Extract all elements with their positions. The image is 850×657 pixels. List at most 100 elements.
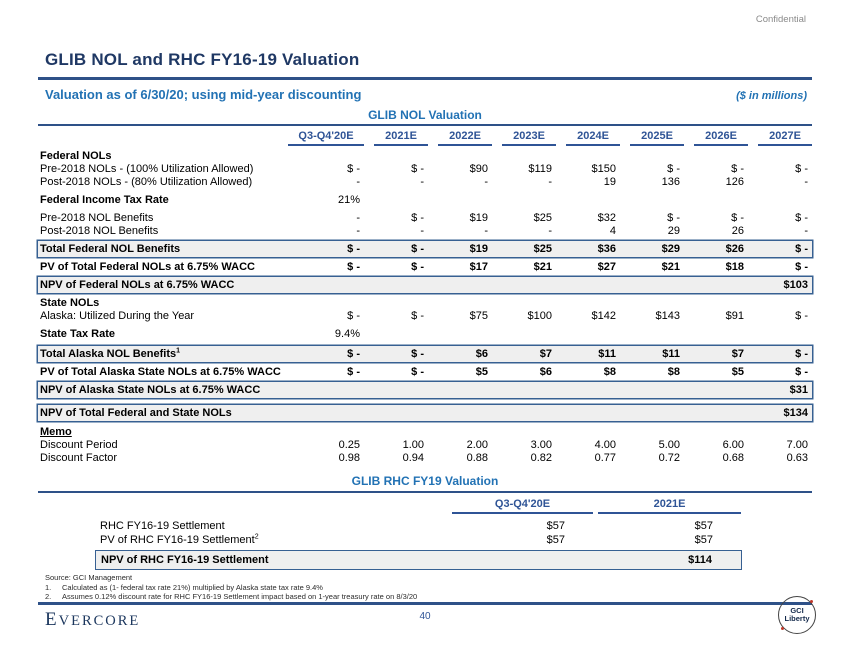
header-label-spacer — [38, 129, 288, 146]
row-label: NPV of Total Federal and State NOLs — [40, 407, 232, 419]
cell-value: 0.63 — [786, 452, 808, 464]
units-note: ($ in millions) — [736, 90, 807, 102]
table-row: PV of RHC FY16-19 Settlement2 $57 $57 — [38, 533, 812, 547]
cell-value: $ - — [411, 366, 424, 378]
row-label: Discount Period — [40, 439, 118, 451]
row-label: Memo — [40, 426, 72, 438]
cell-value: $27 — [597, 261, 616, 273]
column-header: Q3-Q4'20E — [452, 497, 593, 514]
cell-value — [364, 194, 428, 207]
table-row: State NOLs — [38, 297, 812, 310]
cell-value: $ - — [347, 310, 360, 322]
cell-value — [620, 194, 684, 207]
cell-value: - — [804, 176, 808, 188]
row-label: NPV of Alaska State NOLs at 6.75% WACC — [40, 384, 261, 396]
confidential-label: Confidential — [755, 14, 806, 25]
cell-value: $90 — [469, 163, 488, 175]
footnote-text: Calculated as (1- federal tax rate 21%) … — [62, 582, 323, 592]
cell-value: $119 — [528, 163, 552, 175]
source-note: Source: GCI Management — [45, 573, 133, 582]
cell-value: - — [356, 225, 360, 237]
cell-value: 0.82 — [530, 452, 552, 464]
table-row: Federal NOLs — [38, 150, 812, 163]
row-label: PV of RHC FY16-19 Settlement2 — [100, 533, 259, 546]
footnote-number: 1. — [45, 582, 52, 592]
gci-logo-line2: Liberty — [784, 614, 810, 623]
cell-value: $ - — [411, 261, 424, 273]
cell-value: 19 — [603, 176, 616, 188]
valuation-subtitle: Valuation as of 6/30/20; using mid-year … — [45, 87, 362, 102]
table-row: Total Alaska NOL Benefits1 $ - $ - $6 $7 $11 $… — [38, 346, 812, 362]
table-row: PV of Total Alaska State NOLs at 6.75% W… — [38, 365, 812, 379]
header-label-spacer — [38, 497, 452, 514]
cell-value: $ - — [347, 261, 360, 273]
cell-value: 4.00 — [594, 439, 616, 451]
gci-liberty-logo: GCI Liberty — [778, 596, 816, 634]
cell-value: $5 — [475, 366, 488, 378]
gci-logo-line1: GCI — [790, 606, 804, 615]
footnotes: Source: GCI Management 1. Calculated as (… — [45, 573, 417, 602]
cell-value — [620, 328, 684, 341]
cell-value: $ - — [731, 212, 744, 224]
table-row: NPV of Alaska State NOLs at 6.75% WACC $3… — [38, 382, 812, 398]
cell-value: $ - — [795, 163, 808, 175]
cell-value: $ - — [411, 310, 424, 322]
footnote-number: 2. — [45, 592, 52, 601]
cell-value — [748, 194, 812, 207]
cell-value — [428, 194, 492, 207]
cell-value: $ - — [795, 366, 808, 378]
cell-value: $19 — [469, 243, 488, 255]
cell-value: - — [420, 225, 424, 237]
cell-value — [556, 194, 620, 207]
cell-value: 126 — [725, 176, 744, 188]
cell-value: $ - — [795, 348, 808, 360]
cell-value: 0.94 — [402, 452, 424, 464]
table-row: Pre-2018 NOLs - (100% Utilization Allowe… — [38, 163, 812, 176]
row-total: $103 — [783, 279, 808, 291]
cell-value — [684, 194, 748, 207]
table-row: Pre-2018 NOL Benefits - $ - $19 $25 $32 $ - $ -… — [38, 212, 812, 225]
cell-value: $ - — [347, 366, 360, 378]
rhc-table-title: GLIB RHC FY19 Valuation — [351, 474, 499, 488]
column-header: 2027E — [758, 129, 812, 146]
cell-value — [364, 328, 428, 341]
row-label: Post-2018 NOL Benefits — [40, 225, 159, 237]
table-row: Alaska: Utilized During the Year $ - $ - $7… — [38, 310, 812, 323]
cell-value: $8 — [667, 366, 680, 378]
cell-value: 26 — [731, 225, 744, 237]
column-header: 2023E — [502, 129, 556, 146]
cell-value: $ - — [667, 163, 680, 175]
cell-value: $6 — [539, 366, 552, 378]
cell-value: $ - — [411, 243, 424, 255]
cell-value: - — [484, 176, 488, 188]
nol-header-row: Q3-Q4'20E 2021E 2022E 2023E 2024E 2025E 2026E 2… — [38, 129, 812, 146]
cell-value: $11 — [598, 348, 616, 360]
row-label: Pre-2018 NOLs - (100% Utilization Allowe… — [40, 163, 254, 175]
cell-value — [556, 328, 620, 341]
row-label: PV of Total Alaska State NOLs at 6.75% W… — [40, 366, 281, 378]
table-row: Total Federal NOL Benefits $ - $ - $19 $25 $3… — [38, 241, 812, 257]
subtitle-row: Valuation as of 6/30/20; using mid-year … — [45, 87, 807, 102]
cell-value: - — [548, 225, 552, 237]
column-header: 2025E — [630, 129, 684, 146]
cell-value: $75 — [469, 310, 488, 322]
cell-value: $100 — [527, 310, 552, 322]
row-label: Federal Income Tax Rate — [40, 194, 169, 206]
cell-value: $ - — [667, 212, 680, 224]
cell-value — [748, 328, 812, 341]
cell-value: 0.68 — [722, 452, 744, 464]
table-row: State Tax Rate 9.4% — [38, 328, 812, 341]
cell-value: $143 — [655, 310, 680, 322]
row-label: State NOLs — [40, 297, 100, 309]
rhc-header-row: Q3-Q4'20E 2021E — [38, 497, 812, 514]
nol-table-title: GLIB NOL Valuation — [368, 108, 482, 122]
cell-value: $ - — [347, 348, 360, 360]
cell-value: $32 — [597, 212, 616, 224]
row-label: PV of Total Federal NOLs at 6.75% WACC — [40, 261, 255, 273]
cell-value: 4 — [609, 225, 616, 237]
table-row: Post-2018 NOLs - (80% Utilization Allowe… — [38, 176, 812, 189]
cell-value: $17 — [469, 261, 488, 273]
cell-value: 0.25 — [338, 439, 360, 451]
cell-value: $57 — [546, 520, 565, 532]
cell-value: - — [804, 225, 808, 237]
